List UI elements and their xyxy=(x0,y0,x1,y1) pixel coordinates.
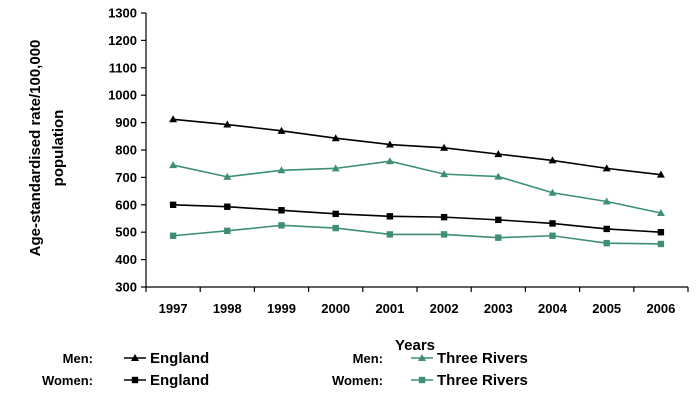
data-point xyxy=(223,120,232,128)
x-tick-label: 2000 xyxy=(321,301,350,316)
series-line xyxy=(173,224,661,245)
data-point xyxy=(224,203,231,210)
data-point xyxy=(278,222,285,229)
data-point xyxy=(602,197,611,205)
y-tick-label: 1100 xyxy=(109,60,137,75)
y-tick-label: 700 xyxy=(115,170,137,185)
x-tick-label: 2004 xyxy=(538,301,568,316)
x-tick-label: 1999 xyxy=(267,301,296,316)
series-1 xyxy=(169,157,665,217)
data-point xyxy=(657,229,665,236)
legend-item: Men: Three Rivers xyxy=(353,350,528,367)
data-point xyxy=(603,239,610,247)
data-point xyxy=(169,201,177,208)
legend-item: Women: England xyxy=(42,372,209,389)
data-point xyxy=(385,157,394,165)
y-tick-label: 1000 xyxy=(108,88,137,103)
data-point xyxy=(169,161,178,169)
data-point xyxy=(494,150,503,158)
y-tick-label: 300 xyxy=(115,280,137,295)
y-tick-label: 400 xyxy=(115,252,137,267)
x-tick-label: 2002 xyxy=(430,301,459,316)
x-tick-label: 2003 xyxy=(484,301,513,316)
series-3 xyxy=(169,222,665,248)
y-tick-label: 500 xyxy=(115,225,137,240)
y-axis-title: Age-standardised rate/100,000 xyxy=(27,40,44,257)
data-point xyxy=(602,164,611,172)
legend-marker xyxy=(131,354,139,361)
data-point xyxy=(440,170,449,178)
y-tick-label: 1300 xyxy=(108,6,137,21)
data-point xyxy=(224,227,231,235)
data-point xyxy=(332,224,339,232)
data-point xyxy=(656,209,665,217)
data-point xyxy=(223,172,232,180)
x-tick-label: 1998 xyxy=(213,301,242,316)
legend-group-label: Men: xyxy=(353,351,383,366)
legend: Men: England Men: Three Rivers Women: England… xyxy=(42,350,528,389)
x-tick-labels: 1997 1998 1999 2000 2001 2002 2003 2004 2005 2006 xyxy=(145,287,689,316)
data-point xyxy=(169,232,177,239)
data-point xyxy=(495,216,502,224)
legend-series-label: England xyxy=(150,350,209,367)
data-point xyxy=(331,134,340,142)
data-point xyxy=(440,231,448,238)
data-point xyxy=(440,213,448,221)
legend-group-label: Women: xyxy=(42,373,93,388)
data-point xyxy=(386,231,394,238)
data-point xyxy=(548,188,557,196)
data-point xyxy=(549,232,556,239)
y-tick-label: 600 xyxy=(115,197,137,212)
series-line xyxy=(172,160,662,214)
legend-marker xyxy=(418,354,426,361)
x-tick-label: 2005 xyxy=(592,301,621,316)
data-point xyxy=(385,140,394,148)
x-tick-label: 1997 xyxy=(159,301,188,316)
series-0 xyxy=(169,115,665,178)
legend-series-label: England xyxy=(150,372,209,389)
y-tick-label: 1200 xyxy=(108,33,137,48)
data-point xyxy=(332,210,339,218)
data-point xyxy=(494,172,503,180)
x-tick-label: 2006 xyxy=(646,301,675,316)
y-tick-label: 800 xyxy=(115,143,137,158)
legend-item: Men: England xyxy=(63,350,210,367)
data-point xyxy=(278,207,285,214)
data-point xyxy=(603,225,610,233)
legend-group-label: Men: xyxy=(63,351,93,366)
legend-marker xyxy=(131,376,139,384)
y-tick-labels: 300 400 500 600 700 800 900 1000 1100 1200 1300 xyxy=(108,6,146,295)
series-2 xyxy=(169,201,665,236)
legend-series-label: Three Rivers xyxy=(437,372,528,389)
data-point xyxy=(331,164,340,172)
x-axis-title: Years xyxy=(395,337,435,354)
x-tick-label: 2001 xyxy=(375,301,404,316)
legend-group-label: Women: xyxy=(332,373,383,388)
data-point xyxy=(495,234,502,241)
legend-item: Women: Three Rivers xyxy=(332,372,528,389)
legend-marker xyxy=(418,376,426,384)
data-point xyxy=(549,220,556,227)
y-axis-title-line2: population xyxy=(50,110,67,187)
data-point xyxy=(548,156,557,164)
series-line xyxy=(173,118,661,176)
data-point xyxy=(277,126,286,134)
data-point xyxy=(440,143,449,151)
data-point xyxy=(657,240,665,248)
data-point xyxy=(386,213,394,220)
series-layer xyxy=(169,115,665,248)
legend-series-label: Three Rivers xyxy=(437,350,528,367)
data-point xyxy=(277,166,286,174)
data-point xyxy=(169,115,178,123)
y-tick-label: 900 xyxy=(115,115,137,130)
series-line xyxy=(173,204,661,233)
data-point xyxy=(656,170,665,178)
